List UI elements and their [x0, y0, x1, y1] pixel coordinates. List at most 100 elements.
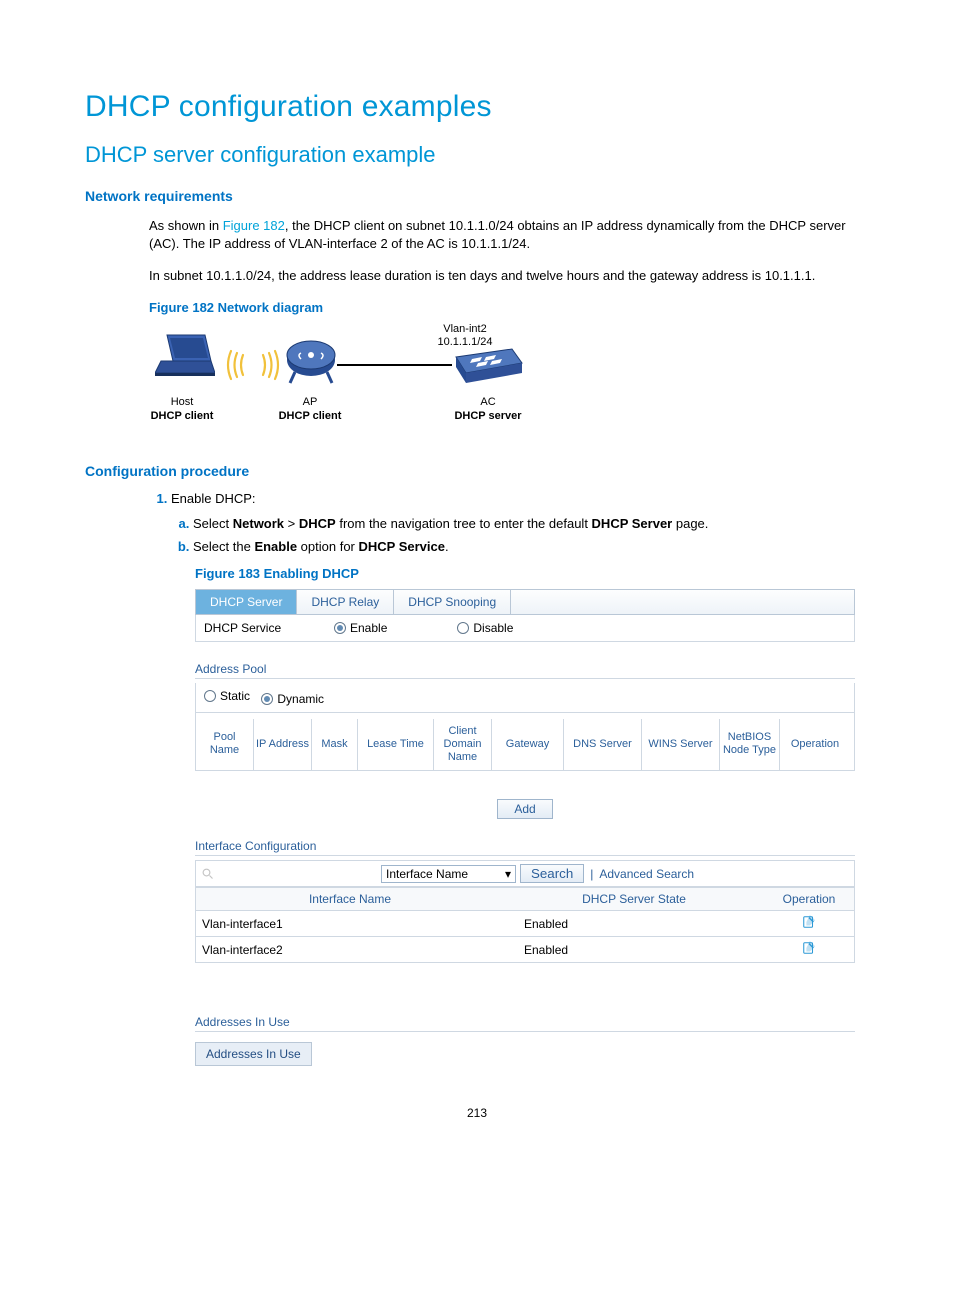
row-ifname: Vlan-interface1 — [196, 910, 504, 936]
substep-a: Select Network > DHCP from the navigatio… — [193, 516, 869, 531]
row-ifname: Vlan-interface2 — [196, 936, 504, 962]
dhcp-service-label: DHCP Service — [204, 621, 334, 635]
ac-l2: DHCP server — [443, 409, 533, 423]
addresses-section: Addresses In Use Addresses In Use — [195, 1015, 855, 1066]
ac-l1: AC — [443, 395, 533, 409]
edit-icon[interactable] — [802, 918, 816, 932]
col-lease-time: Lease Time — [358, 719, 434, 771]
chevron-down-icon: ▾ — [505, 867, 511, 881]
search-input[interactable] — [218, 866, 377, 882]
ac-label: AC DHCP server — [443, 395, 533, 424]
p1-a: As shown in — [149, 218, 223, 233]
col-ip-address: IP Address — [254, 719, 312, 771]
disable-label: Disable — [473, 621, 513, 635]
row-state: Enabled — [504, 936, 764, 962]
laptop-icon — [155, 331, 215, 386]
sb-b2: DHCP Service — [359, 539, 445, 554]
sa-b1: Network — [233, 516, 284, 531]
ap-icon — [285, 337, 337, 390]
step-1: Enable DHCP: Select Network > DHCP from … — [171, 491, 869, 1067]
row-op — [764, 936, 854, 962]
network-diagram: Vlan-int2 10.1.1.1/24 — [155, 323, 535, 433]
advanced-search-link[interactable]: Advanced Search — [599, 867, 694, 881]
sa-post: from the navigation tree to enter the de… — [336, 516, 592, 531]
radio-dot-on-icon — [334, 622, 346, 634]
addresses-in-use-title: Addresses In Use — [195, 1015, 855, 1032]
tab-dhcp-snooping[interactable]: DHCP Snooping — [394, 590, 511, 614]
subsection-network-req: Network requirements — [85, 188, 869, 204]
col-dns: DNS Server — [564, 719, 642, 771]
figure-ref-182[interactable]: Figure 182 — [223, 218, 285, 233]
static-radio[interactable]: Static — [204, 689, 250, 703]
ifhead-state: DHCP Server State — [504, 887, 764, 910]
interface-config-title: Interface Configuration — [195, 839, 855, 856]
tab-bar: DHCP Server DHCP Relay DHCP Snooping — [195, 589, 855, 615]
wifi-icon — [221, 343, 285, 390]
host-l2: DHCP client — [137, 409, 227, 423]
subsection-config-proc: Configuration procedure — [85, 463, 869, 479]
radio-dot-off-icon — [457, 622, 469, 634]
page-title: DHCP configuration examples — [85, 90, 869, 124]
sa-b3: DHCP Server — [592, 516, 673, 531]
sa-mid: > — [284, 516, 299, 531]
interface-table: Interface Name DHCP Server State Operati… — [195, 887, 855, 963]
section-title: DHCP server configuration example — [85, 142, 869, 168]
search-button[interactable]: Search — [520, 864, 584, 883]
col-gateway: Gateway — [492, 719, 564, 771]
sb-mid: option for — [297, 539, 358, 554]
tab-dhcp-server[interactable]: DHCP Server — [196, 590, 297, 614]
add-button[interactable]: Add — [497, 799, 552, 819]
sb-pre: Select the — [193, 539, 254, 554]
col-pool-name: Pool Name — [196, 719, 254, 771]
tab-dhcp-relay[interactable]: DHCP Relay — [297, 590, 394, 614]
substep-b: Select the Enable option for DHCP Servic… — [193, 539, 869, 554]
dhcp-service-row: DHCP Service Enable Disable — [195, 615, 855, 642]
host-label: Host DHCP client — [137, 395, 227, 424]
edit-icon[interactable] — [802, 944, 816, 958]
address-pool-title: Address Pool — [195, 662, 855, 679]
ap-l2: DHCP client — [265, 409, 355, 423]
substep-list: Select Network > DHCP from the navigatio… — [171, 516, 869, 554]
interface-name-select[interactable]: Interface Name ▾ — [381, 865, 516, 883]
step1-text: Enable DHCP: — [171, 491, 256, 506]
ifhead-name: Interface Name — [196, 887, 504, 910]
col-client-domain: Client Domain Name — [434, 719, 492, 771]
pool-table-header: Pool Name IP Address Mask Lease Time Cli… — [196, 719, 854, 771]
add-button-wrap: Add — [195, 799, 855, 819]
table-row: Vlan-interface1 Enabled — [196, 910, 854, 936]
separator: | — [590, 867, 593, 881]
dynamic-radio[interactable]: Dynamic — [261, 692, 324, 706]
sb-b1: Enable — [254, 539, 297, 554]
addresses-in-use-tab[interactable]: Addresses In Use — [195, 1042, 312, 1066]
search-icon — [202, 868, 214, 880]
col-wins: WINS Server — [642, 719, 720, 771]
link-line — [337, 364, 452, 366]
col-mask: Mask — [312, 719, 358, 771]
dhcp-ui-panel: DHCP Server DHCP Relay DHCP Snooping DHC… — [195, 589, 855, 1067]
figure-caption-182: Figure 182 Network diagram — [149, 300, 869, 315]
row-op — [764, 910, 854, 936]
host-l1: Host — [137, 395, 227, 409]
if-select-label: Interface Name — [386, 867, 468, 881]
col-netbios: NetBIOS Node Type — [720, 719, 780, 771]
radio-dot-off-icon — [204, 690, 216, 702]
sa-b2: DHCP — [299, 516, 336, 531]
sa-end: page. — [672, 516, 708, 531]
dynamic-label: Dynamic — [277, 692, 324, 706]
ap-label: AP DHCP client — [265, 395, 355, 424]
pool-type-row: Static Dynamic — [195, 683, 855, 713]
page-number: 213 — [85, 1106, 869, 1120]
row-state: Enabled — [504, 910, 764, 936]
switch-icon — [452, 343, 524, 390]
sa-pre: Select — [193, 516, 233, 531]
paragraph-1: As shown in Figure 182, the DHCP client … — [149, 217, 869, 253]
paragraph-2: In subnet 10.1.1.0/24, the address lease… — [149, 267, 869, 285]
sb-end: . — [445, 539, 449, 554]
ifhead-op: Operation — [764, 887, 854, 910]
table-row: Vlan-interface2 Enabled — [196, 936, 854, 962]
search-row: Interface Name ▾ Search | Advanced Searc… — [195, 860, 855, 887]
pool-table: Pool Name IP Address Mask Lease Time Cli… — [195, 719, 855, 772]
disable-radio[interactable]: Disable — [457, 621, 513, 635]
radio-dot-on-icon — [261, 693, 273, 705]
enable-radio[interactable]: Enable — [334, 621, 387, 635]
